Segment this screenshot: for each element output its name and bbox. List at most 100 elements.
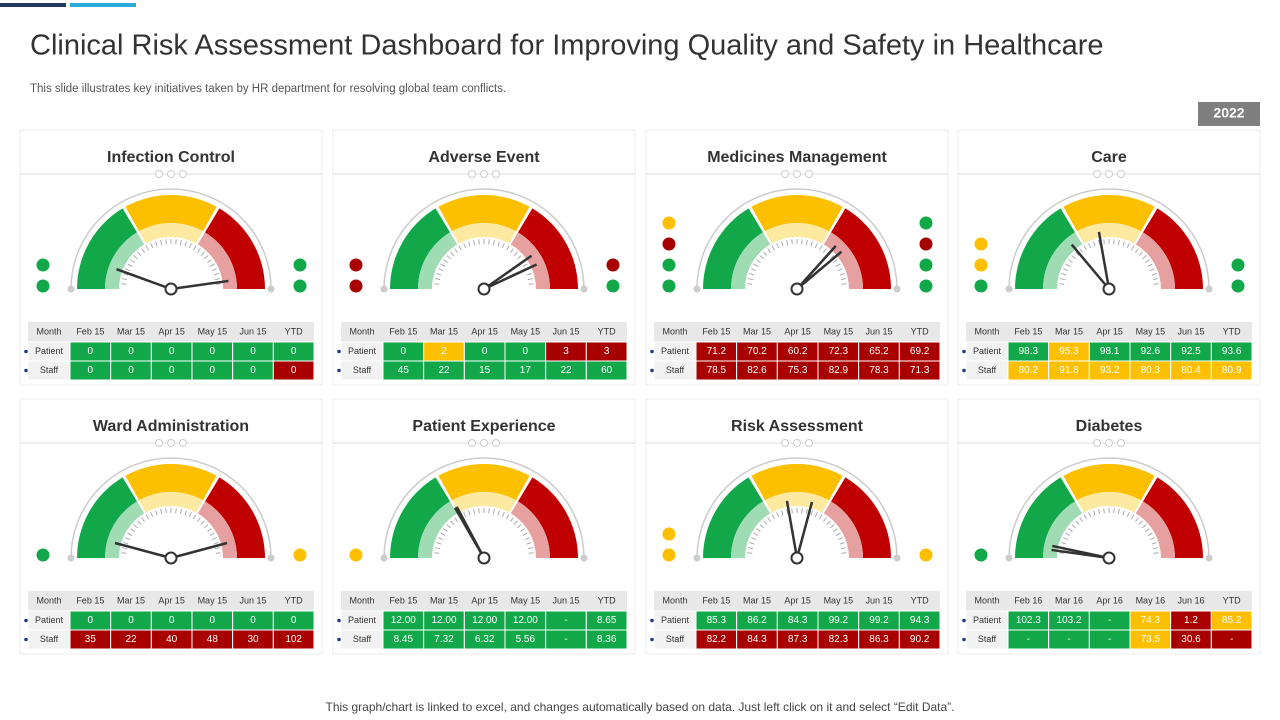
gauge-band <box>830 477 891 558</box>
column-header: May 15 <box>198 326 228 336</box>
gauge-tick <box>121 283 127 285</box>
ornament <box>1117 439 1125 447</box>
gauge-tick <box>1122 241 1125 247</box>
gauge-tick <box>513 251 518 256</box>
gauge-band <box>390 477 451 558</box>
gauge-tick <box>1071 255 1076 260</box>
cell-value: 103.2 <box>1056 615 1081 626</box>
cell-value: 78.5 <box>707 365 727 376</box>
gauge-tick <box>1098 240 1101 246</box>
gauge-tick <box>165 239 167 245</box>
cell-value: 30.6 <box>1181 634 1201 645</box>
gauge-tick <box>1061 542 1067 545</box>
cell-value: - <box>1067 634 1070 645</box>
column-header: May 15 <box>824 326 854 336</box>
column-header: Feb 15 <box>76 595 104 605</box>
cell-value: 90.2 <box>910 634 930 645</box>
gauge-band <box>830 208 891 289</box>
needle-hub <box>477 551 491 565</box>
status-dot <box>662 279 676 293</box>
gauge-tick <box>1063 537 1069 541</box>
gauge-tick <box>819 245 823 251</box>
gauge-tick <box>1061 273 1067 276</box>
gauge-tick <box>1098 509 1101 515</box>
gauge-tick <box>145 245 149 251</box>
gauge-rim <box>696 188 898 290</box>
column-header: Apr 15 <box>471 326 498 336</box>
needle <box>1070 243 1110 290</box>
gauge-tick <box>188 512 192 518</box>
gauge-tick <box>1135 517 1139 522</box>
cell-value: 98.3 <box>1019 346 1039 357</box>
cell-value: 3 <box>563 346 569 357</box>
status-dot <box>919 237 933 251</box>
gauge-band <box>751 463 843 501</box>
cell-value: 8.65 <box>597 615 617 626</box>
needle-hub <box>1102 551 1116 565</box>
needle-hub <box>790 282 804 296</box>
row-bullet <box>24 368 28 373</box>
cell-value: 99.2 <box>869 615 889 626</box>
gauge-tick <box>207 528 212 532</box>
gauge-tick <box>463 243 467 249</box>
cell-value: 0 <box>250 346 256 357</box>
gauge-tick <box>810 241 813 247</box>
row-bullet <box>337 368 341 373</box>
gauge-band <box>1063 463 1155 501</box>
row-label: Staff <box>978 634 997 644</box>
column-header: Feb 15 <box>389 326 417 336</box>
status-dot <box>349 279 363 293</box>
ornament <box>492 170 500 178</box>
column-header: Month <box>974 595 999 605</box>
table-header-bg <box>966 591 1252 611</box>
cell-value: 15 <box>479 365 491 376</box>
gauge-tick <box>1145 259 1150 263</box>
gauge-tick <box>1063 268 1069 272</box>
status-dot <box>36 258 50 272</box>
gauge-tick <box>215 552 221 554</box>
gauge-tick <box>443 528 448 532</box>
cell-value: 0 <box>401 346 407 357</box>
accent-bar <box>0 3 66 7</box>
gauge-tick <box>1117 240 1120 246</box>
cell-value: 102 <box>285 634 302 645</box>
gauge-tick <box>826 520 831 525</box>
cell-value: 22 <box>560 365 572 376</box>
gauge-tick <box>835 532 841 536</box>
gauge-tick <box>810 510 813 516</box>
gauge-tick <box>213 273 219 276</box>
column-header: May 16 <box>1136 595 1166 605</box>
gauge-tick <box>458 245 462 251</box>
ornament <box>167 170 175 178</box>
row-bullet <box>650 637 654 642</box>
gauge-tick <box>830 524 835 529</box>
gauge-tick <box>175 508 177 514</box>
gauge-band <box>1142 208 1203 289</box>
cell-value: 0 <box>210 615 216 626</box>
status-dot <box>36 548 50 562</box>
ornament <box>805 170 813 178</box>
ornament <box>492 439 500 447</box>
needle-hub <box>790 551 804 565</box>
rim-end <box>1205 554 1213 562</box>
column-header: YTD <box>598 326 617 336</box>
status-dot <box>606 279 620 293</box>
cell-value: 0 <box>291 365 297 376</box>
gauge-rim <box>696 457 898 559</box>
gauge-tick <box>786 509 789 515</box>
gauge-tick <box>179 509 182 515</box>
gauge-tick <box>814 243 818 249</box>
gauge-tick <box>1131 514 1135 520</box>
row-label: Patient <box>35 346 64 356</box>
column-header: Month <box>36 326 61 336</box>
column-header: Mar 15 <box>743 326 771 336</box>
gauge-tick <box>125 268 131 272</box>
gauge-tick <box>1126 512 1130 518</box>
gauge-tick <box>197 248 201 253</box>
cell-value: 85.3 <box>707 615 727 626</box>
gauge-tick <box>488 239 490 245</box>
status-dot <box>349 548 363 562</box>
cell-value: 22 <box>438 365 450 376</box>
needle <box>1051 548 1110 560</box>
gauge-tick <box>438 268 444 272</box>
